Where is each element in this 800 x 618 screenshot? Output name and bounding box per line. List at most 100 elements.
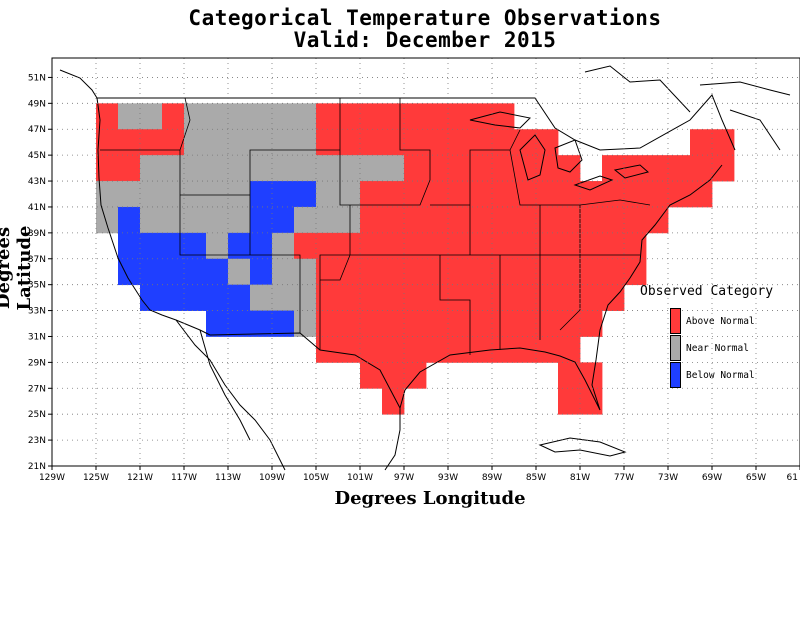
grid-cell-above-normal [316,258,339,286]
grid-cell-above-normal [558,310,581,337]
grid-cell-near-normal [338,206,361,234]
grid-cell-below-normal [118,232,141,260]
grid-cell-below-normal [250,181,273,208]
grid-cell-near-normal [294,155,317,182]
grid-cell-above-normal [712,129,735,156]
grid-cell-above-normal [404,362,427,389]
grid-cell-above-normal [448,310,471,337]
grid-cell-below-normal [162,232,185,260]
grid-cell-below-normal [206,310,229,337]
lat-tick-label: 27N [28,384,46,394]
grid-cell-above-normal [162,129,185,156]
grid-cell-above-normal [382,388,405,415]
x-axis-title: Degrees Longitude [334,488,526,509]
grid-cell-above-normal [118,129,141,156]
legend-swatch-below [670,362,681,388]
grid-cell-above-normal [382,103,405,130]
y-axis-title: Degrees Latitude [0,225,35,311]
grid-cell-above-normal [492,155,515,182]
grid-cell-above-normal [536,310,559,337]
grid-cell-above-normal [514,206,537,234]
grid-cell-below-normal [272,181,295,208]
grid-cell-near-normal [294,284,317,311]
grid-cell-above-normal [470,258,493,286]
grid-cell-above-normal [338,284,361,311]
lat-tick-label: 47N [28,125,46,135]
grid-cell-above-normal [514,310,537,337]
grid-cell-above-normal [602,181,625,208]
grid-cell-above-normal [470,336,493,363]
grid-cell-below-normal [294,181,317,208]
grid-cell-above-normal [624,181,647,208]
grid-cell-above-normal [426,310,449,337]
grid-cell-above-normal [580,232,603,260]
grid-cell-above-normal [536,206,559,234]
grid-cell-below-normal [272,206,295,234]
grid-cell-above-normal [426,103,449,130]
us-west-coast [96,97,211,336]
grid-cell-above-normal [316,232,339,260]
legend-item-below: Below Normal [670,362,755,388]
grid-cell-above-normal [96,129,119,156]
mexico-gulf-coast [384,408,401,471]
grid-cell-above-normal [338,232,361,260]
grid-cell-above-normal [580,258,603,286]
lat-tick-label: 23N [28,436,46,446]
grid-cell-above-normal [360,310,383,337]
grid-cell-below-normal [228,310,251,337]
grid-cell-near-normal [162,181,185,208]
grid-cell-near-normal [228,206,251,234]
grid-cell-above-normal [470,103,493,130]
grid-cell-above-normal [426,258,449,286]
grid-cell-near-normal [140,155,163,182]
grid-cell-above-normal [580,284,603,311]
grid-cell-above-normal [514,336,537,363]
grid-cell-above-normal [448,206,471,234]
grid-cell-near-normal [272,103,295,130]
grid-cell-above-normal [426,232,449,260]
grid-cell-above-normal [382,181,405,208]
grid-cell-above-normal [558,206,581,234]
lat-tick-label: 25N [28,410,46,420]
grid-cell-near-normal [140,103,163,130]
grid-cell-above-normal [558,336,581,363]
grid-cell-above-normal [382,129,405,156]
grid-cell-above-normal [492,129,515,156]
grid-cell-near-normal [206,103,229,130]
grid-cell-above-normal [624,155,647,182]
grid-cell-above-normal [448,155,471,182]
lon-tick-label: 101W [347,473,373,483]
grid-cell-above-normal [448,336,471,363]
lat-tick-label: 21N [28,462,46,472]
map-outlines [59,65,791,471]
grid-cell-above-normal [360,206,383,234]
lon-tick-label: 117W [171,473,197,483]
legend-label-below: Below Normal [686,369,755,381]
legend-title: Observed Category [640,284,774,299]
lon-tick-label: 105W [303,473,329,483]
grid-cell-above-normal [536,232,559,260]
grid-cell-below-normal [118,258,141,286]
grid-cell-near-normal [118,181,141,208]
grid-cell-below-normal [250,258,273,286]
map-frame [51,57,800,467]
grid-cell-near-normal [184,206,207,234]
grid-cell-near-normal [294,206,317,234]
grid-cell-above-normal [558,388,581,415]
grid-cell-above-normal [602,232,625,260]
grid-cell-near-normal [162,155,185,182]
grid-cell-above-normal [404,284,427,311]
grid-cell-above-normal [536,155,559,182]
lon-tick-label: 113W [215,473,241,483]
grid-cell-above-normal [404,258,427,286]
grid-cell-below-normal [228,232,251,260]
grid-cell-above-normal [580,206,603,234]
grid-cell-above-normal [382,284,405,311]
grid-cell-above-normal [338,310,361,337]
grid-cell-below-normal [250,310,273,337]
grid-cell-above-normal [338,336,361,363]
page-subtitle: Valid: December 2015 [293,28,557,52]
grid-cell-near-normal [338,155,361,182]
grid-cell-above-normal [712,155,735,182]
longitude-ticks: 129W 125W 121W 117W 113W 109W 105W 101W 97W 93W 89… [39,466,800,483]
